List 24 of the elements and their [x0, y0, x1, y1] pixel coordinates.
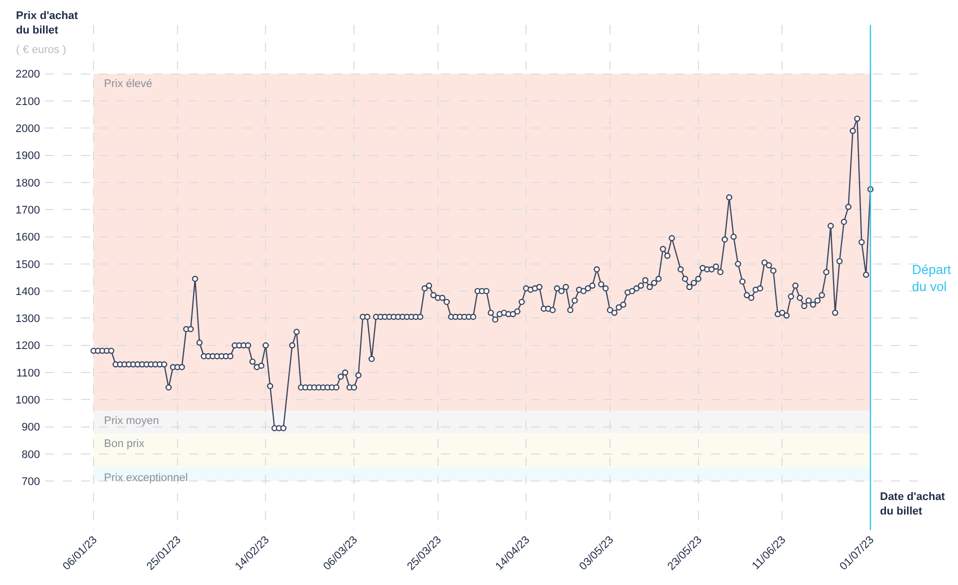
ref-line-label: Départ du vol: [912, 262, 952, 294]
y-tick-label: 1600: [16, 232, 40, 244]
annotation: ( € euros ): [16, 44, 66, 56]
y-tick-label: 800: [22, 448, 40, 461]
y-tick-label: 700: [22, 476, 40, 488]
band-label: Bon prix: [104, 438, 145, 450]
y-tick-label: 2200: [16, 68, 40, 81]
y-tick-label: 1200: [16, 340, 40, 352]
y-tick-label: 2100: [16, 96, 40, 108]
y-tick-label: 1300: [16, 313, 40, 326]
y-tick-label: 1000: [16, 394, 40, 407]
y-tick-label: 1500: [16, 258, 40, 271]
y-tick-label: 1700: [16, 204, 40, 216]
band-label: Prix exceptionnel: [104, 472, 188, 484]
y-tick-label: 900: [22, 422, 40, 434]
y-axis-title: Prix d'achat du billet: [16, 10, 78, 36]
band-label: Prix élevé: [104, 78, 152, 90]
band-label: Prix moyen: [104, 415, 160, 427]
y-tick-label: 1100: [16, 367, 40, 380]
x-axis-title: Date d'achat du billet: [880, 491, 946, 518]
y-tick-label: 1800: [16, 177, 40, 190]
y-tick-label: 1900: [16, 150, 40, 162]
y-tick-label: 2000: [16, 123, 40, 136]
y-tick-label: 1400: [16, 286, 40, 298]
